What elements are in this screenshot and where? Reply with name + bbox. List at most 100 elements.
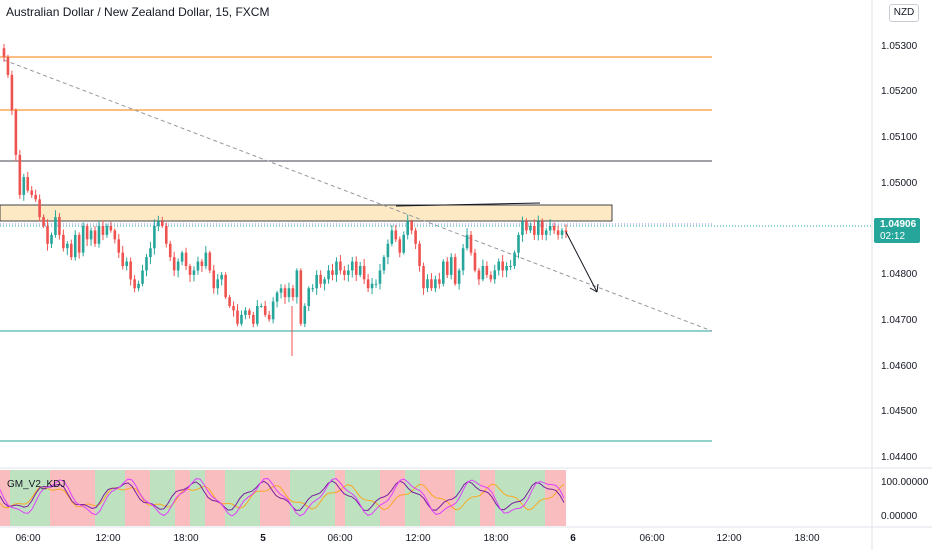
- candle-body: [540, 221, 544, 235]
- symbol-title[interactable]: Australian Dollar / New Zealand Dollar, …: [6, 5, 270, 19]
- candle-body: [343, 270, 346, 275]
- candle-body: [449, 257, 453, 275]
- indicator-label[interactable]: GM_V2_KDJ: [7, 479, 66, 490]
- candle-body: [509, 266, 512, 267]
- candle-body: [113, 230, 117, 240]
- time-axis-label: 18:00: [173, 533, 198, 544]
- kdj-d-line: [0, 483, 565, 511]
- candle-body: [481, 266, 485, 280]
- candle-body: [414, 230, 417, 244]
- candle-body: [434, 279, 437, 289]
- candle-body: [54, 217, 57, 235]
- candle-body: [453, 257, 457, 284]
- candle-body: [457, 270, 461, 284]
- candle-body: [465, 234, 469, 249]
- candle-body: [513, 252, 516, 266]
- trendline-dashed: [3, 59, 713, 332]
- indicator-bg-segment: [545, 470, 566, 526]
- candle-body: [430, 279, 433, 289]
- candle-body: [161, 221, 164, 226]
- currency-badge[interactable]: NZD: [889, 4, 919, 22]
- candle-body: [461, 248, 465, 271]
- candle-body: [109, 226, 113, 231]
- candle-body: [339, 261, 342, 271]
- indicator-bg-segment: [95, 470, 125, 526]
- projection-arrow-line: [565, 231, 598, 293]
- indicator-bg-segment: [405, 470, 420, 526]
- candle-body: [378, 270, 382, 284]
- candle-body: [291, 288, 295, 298]
- candle-body: [533, 226, 536, 235]
- candle-body: [172, 257, 176, 271]
- candle-body: [30, 190, 34, 195]
- candle-body: [176, 261, 180, 271]
- price-axis-label: 1.04500: [881, 406, 918, 417]
- candle-body: [521, 221, 524, 235]
- candle-body: [62, 234, 65, 249]
- candle-body: [315, 274, 318, 289]
- candle-body: [263, 306, 267, 315]
- time-axis-label: 12:00: [405, 533, 430, 544]
- indicator-bg-segment: [0, 470, 10, 526]
- indicator-bg-segment: [480, 470, 495, 526]
- candle-body: [252, 314, 255, 324]
- price-axis-label: 1.04700: [881, 315, 918, 326]
- price-axis-label: 1.04600: [881, 361, 918, 372]
- candle-body: [188, 266, 192, 275]
- candle-body: [164, 226, 168, 244]
- candle-body: [374, 283, 378, 285]
- candle-body: [196, 261, 200, 271]
- time-axis-label: 18:00: [794, 533, 819, 544]
- candle-body: [133, 279, 136, 289]
- candle-body: [426, 279, 429, 289]
- indicator-bg-segment: [125, 470, 150, 526]
- time-axis-label: 12:00: [716, 533, 741, 544]
- candle-body: [137, 283, 140, 289]
- candle-body: [382, 257, 386, 271]
- candle-body: [501, 261, 504, 271]
- candle-body: [335, 261, 338, 275]
- candle-body: [224, 274, 227, 298]
- candle-body: [311, 288, 315, 290]
- candle-body: [556, 230, 560, 235]
- candle-body: [394, 230, 398, 240]
- time-axis-label: 06:00: [15, 533, 40, 544]
- candle-body: [398, 239, 402, 253]
- candle-body: [240, 314, 243, 324]
- candle-body: [350, 261, 354, 271]
- trendline-highs: [395, 202, 541, 207]
- kdj-k-line: [0, 480, 565, 511]
- candle-body: [101, 226, 105, 235]
- candle-body: [200, 261, 204, 266]
- candle-body: [319, 274, 322, 284]
- candle-body: [390, 230, 394, 244]
- candle-body: [141, 270, 144, 284]
- candle-body: [89, 230, 93, 240]
- candle-body: [469, 234, 473, 253]
- resistance-zone: [0, 204, 613, 222]
- candle-body: [410, 221, 413, 231]
- candle-body: [362, 266, 366, 280]
- candle-body: [303, 306, 307, 324]
- candle-body: [255, 306, 259, 324]
- indicator-bg-segment: [380, 470, 405, 526]
- indicator-scale-label: 0.00000: [881, 511, 918, 522]
- candle-body: [58, 217, 61, 235]
- candle-body: [192, 270, 196, 275]
- price-axis-label: 1.04800: [881, 269, 918, 280]
- candle-body: [259, 306, 263, 307]
- candle-body: [493, 270, 497, 280]
- indicator-bg-segment: [190, 470, 205, 526]
- candle-body: [422, 266, 425, 289]
- candle-body: [552, 226, 556, 231]
- time-axis-label: 12:00: [95, 533, 120, 544]
- time-axis-label: 5: [260, 533, 266, 544]
- candle-body: [287, 288, 291, 298]
- candle-body: [386, 243, 390, 258]
- candle-body: [73, 234, 77, 258]
- candle-body: [358, 266, 362, 275]
- candle-body: [331, 270, 334, 275]
- candle-body: [564, 230, 568, 233]
